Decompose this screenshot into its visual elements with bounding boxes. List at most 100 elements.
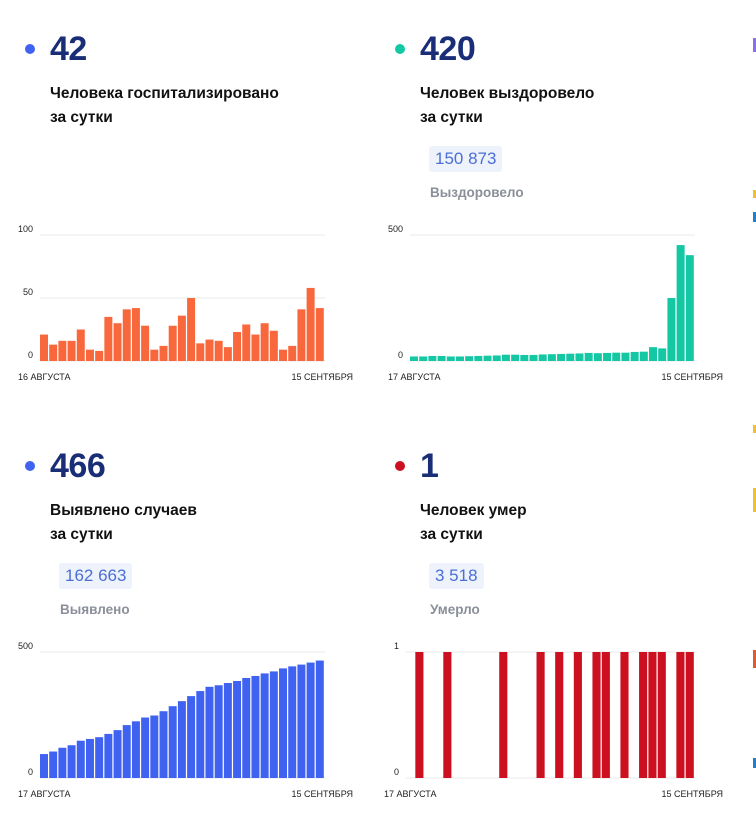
- bar: [242, 677, 251, 778]
- bar: [205, 339, 214, 361]
- bar: [233, 680, 242, 778]
- bar: [85, 349, 94, 361]
- bar: [593, 353, 602, 361]
- bar: [415, 652, 424, 778]
- bar: [538, 354, 547, 361]
- bar: [58, 747, 67, 778]
- bar: [49, 751, 58, 778]
- bar: [685, 652, 694, 778]
- bar: [465, 356, 474, 361]
- bar: [455, 356, 464, 361]
- bar: [566, 353, 575, 361]
- x-end-label: 15 СЕНТЯБРЯ: [661, 789, 723, 799]
- bar: [196, 691, 205, 778]
- bar: [612, 352, 621, 361]
- recovered-total-label: Выздоровело: [430, 185, 524, 200]
- bar: [288, 666, 297, 778]
- bar: [306, 662, 315, 778]
- bar: [122, 725, 131, 778]
- bar: [573, 652, 582, 778]
- hospitalized-chart: 0 50 100 16 АВГУСТА 15 СЕНТЯБРЯ: [18, 224, 353, 382]
- deaths-dot: [395, 461, 405, 471]
- bar: [639, 652, 648, 778]
- recovered-total: 150 873: [429, 146, 503, 172]
- recovered-caption-line1: Человек выздоровело: [420, 85, 595, 102]
- bar: [76, 329, 85, 361]
- hospitalized-caption-line2: за сутки: [50, 109, 113, 126]
- bar: [443, 652, 452, 778]
- y-tick-label: 0: [398, 350, 403, 360]
- bar: [601, 652, 610, 778]
- deaths-caption-line1: Человек умер: [420, 502, 527, 519]
- edge-accent: [753, 758, 756, 768]
- x-end-label: 15 СЕНТЯБРЯ: [291, 789, 353, 799]
- cases-chart: 0 500 17 АВГУСТА 15 СЕНТЯБРЯ: [18, 641, 353, 799]
- bar: [428, 355, 437, 361]
- bar: [501, 354, 510, 361]
- edge-accent: [753, 212, 756, 222]
- bar: [520, 354, 529, 361]
- bar: [269, 330, 278, 361]
- bar: [297, 664, 306, 778]
- bar: [113, 730, 122, 778]
- bar: [639, 351, 648, 361]
- cases-dot: [25, 461, 35, 471]
- bar: [214, 685, 223, 778]
- bar: [40, 334, 48, 361]
- bar: [85, 738, 94, 778]
- bar: [657, 652, 666, 778]
- deaths-chart: 0 1 17 АВГУСТА 15 СЕНТЯБРЯ: [384, 641, 723, 799]
- y-tick-label: 0: [28, 350, 33, 360]
- bar: [95, 350, 104, 361]
- bar: [685, 255, 694, 361]
- bar: [260, 673, 269, 778]
- bar: [168, 325, 177, 361]
- bar: [603, 352, 612, 361]
- y-tick-label: 0: [28, 767, 33, 777]
- bar: [49, 344, 58, 361]
- cases-caption-line2: за сутки: [50, 526, 113, 543]
- y-tick-label: 100: [18, 224, 33, 234]
- bar: [288, 345, 297, 361]
- bar: [620, 652, 629, 778]
- cases-total-label: Выявлено: [60, 602, 130, 617]
- bar: [141, 325, 150, 361]
- bar: [242, 324, 251, 361]
- bar: [251, 675, 260, 778]
- hospitalized-caption-line1: Человека госпитализировано: [50, 85, 279, 102]
- bar: [141, 717, 150, 778]
- x-end-label: 15 СЕНТЯБРЯ: [661, 372, 723, 382]
- bar: [584, 352, 593, 361]
- x-end-label: 15 СЕНТЯБРЯ: [291, 372, 353, 382]
- cases-number: 466: [50, 447, 106, 485]
- x-start-label: 17 АВГУСТА: [18, 789, 71, 799]
- y-tick-label: 50: [23, 287, 33, 297]
- bar: [547, 354, 556, 361]
- bar: [621, 352, 630, 361]
- bar: [557, 353, 566, 361]
- bar: [260, 323, 269, 361]
- bar: [630, 351, 639, 361]
- bar: [196, 343, 205, 361]
- bar: [251, 334, 260, 361]
- bar: [223, 347, 232, 361]
- bar: [150, 715, 159, 778]
- bar: [67, 745, 76, 778]
- edge-accent: [753, 38, 756, 52]
- bar: [131, 308, 140, 361]
- bar: [177, 315, 186, 361]
- edge-accent: [753, 488, 756, 512]
- bar: [648, 652, 657, 778]
- edge-accent: [753, 650, 756, 668]
- recovered-chart: 0 500 17 АВГУСТА 15 СЕНТЯБРЯ: [388, 224, 723, 382]
- bar: [499, 652, 508, 778]
- bar: [446, 356, 455, 361]
- deaths-total: 3 518: [429, 563, 484, 589]
- bar: [131, 721, 140, 778]
- bar: [315, 660, 324, 778]
- bar: [104, 733, 113, 778]
- bar: [150, 349, 159, 361]
- bar: [437, 355, 446, 361]
- bar: [113, 323, 122, 361]
- bar: [214, 340, 223, 361]
